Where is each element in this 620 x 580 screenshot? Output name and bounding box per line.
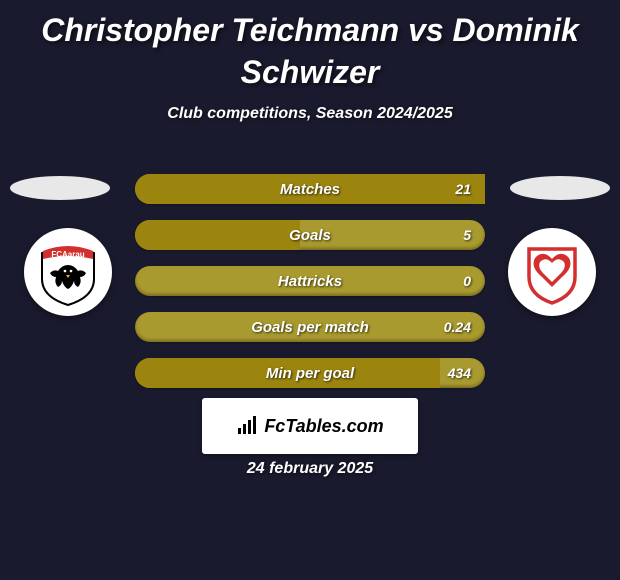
bars-icon bbox=[236, 415, 258, 437]
bar-label: Min per goal bbox=[266, 365, 354, 382]
bar-value: 434 bbox=[448, 365, 471, 381]
page-title: Christopher Teichmann vs Dominik Schwize… bbox=[0, 0, 620, 93]
bar-label: Goals per match bbox=[251, 319, 369, 336]
bar-label: Goals bbox=[289, 227, 331, 244]
player-marker-left bbox=[10, 176, 110, 200]
bar-label: Hattricks bbox=[278, 273, 342, 290]
site-name: FcTables.com bbox=[264, 416, 383, 437]
site-badge[interactable]: FcTables.com bbox=[202, 398, 418, 454]
aarau-crest-icon: FCAarau bbox=[31, 235, 105, 309]
bar-value: 0.24 bbox=[444, 319, 471, 335]
bar-matches: Matches 21 bbox=[135, 174, 485, 204]
crest-banner-text: FCAarau bbox=[51, 250, 84, 259]
club-crest-right bbox=[508, 228, 596, 316]
bar-value: 5 bbox=[463, 227, 471, 243]
bar-value: 0 bbox=[463, 273, 471, 289]
bar-value: 21 bbox=[455, 181, 471, 197]
date-label: 24 february 2025 bbox=[0, 460, 620, 478]
player-marker-right bbox=[510, 176, 610, 200]
vaduz-crest-icon bbox=[515, 235, 589, 309]
subtitle: Club competitions, Season 2024/2025 bbox=[0, 105, 620, 123]
bar-goals: Goals 5 bbox=[135, 220, 485, 250]
bar-goals-per-match: Goals per match 0.24 bbox=[135, 312, 485, 342]
club-crest-left: FCAarau bbox=[24, 228, 112, 316]
bar-hattricks: Hattricks 0 bbox=[135, 266, 485, 296]
bar-fill bbox=[135, 220, 300, 250]
bar-label: Matches bbox=[280, 181, 340, 198]
bar-min-per-goal: Min per goal 434 bbox=[135, 358, 485, 388]
stats-bars: Matches 21 Goals 5 Hattricks 0 Goals per… bbox=[135, 174, 485, 404]
